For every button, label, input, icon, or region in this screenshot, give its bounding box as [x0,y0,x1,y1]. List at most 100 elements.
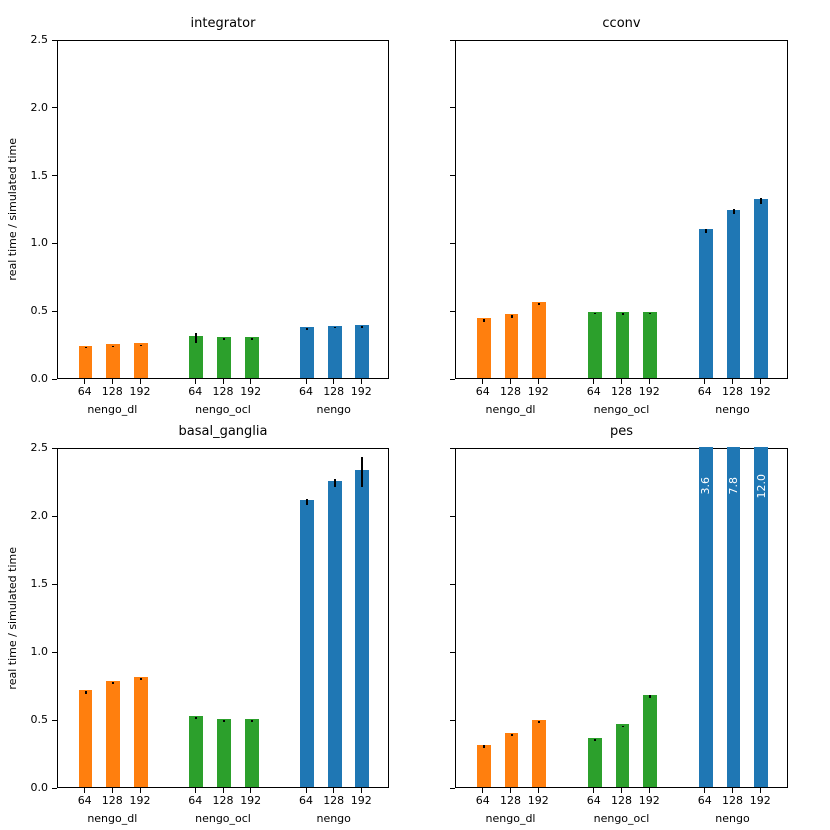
error-bar [649,312,652,315]
y-tick-mark [52,107,57,109]
x-tick-mark [648,379,650,384]
error-bar [195,717,198,720]
error-bar [593,312,596,315]
y-tick-label: 2.0 [30,509,49,522]
y-axis-label-text: real time / simulated time [5,546,19,690]
error-bar [306,328,308,331]
bar-pes-nengo_dl-128 [504,732,519,787]
x-tick-label: 128 [101,794,123,807]
bar-basal_ganglia-nengo_dl-128 [106,680,121,787]
x-tick-label: 64 [697,794,712,807]
x-tick-mark [621,788,622,793]
y-tick-mark [450,310,455,312]
x-tick-mark [250,379,252,384]
x-group-label-nengo_ocl: nengo_ocl [593,812,650,825]
subplot-pes: pes 3.6 7.8 12.0 64 128 192 nengo_dl 64 128 192 nen… [450,424,788,825]
error-bar [250,720,253,722]
x-tick-label: 128 [323,794,345,807]
x-group-label-nengo_dl: nengo_dl [87,812,138,825]
bar-value-label-box: 12.0 [752,461,770,511]
y-tick-label: 0.5 [30,713,49,726]
x-tick-label: 128 [722,385,743,398]
error-bar [333,327,336,329]
y-tick-mark [52,719,57,721]
error-bar [112,345,115,347]
x-tick-label: 128 [101,385,123,398]
chart-title-pes: pes [609,424,634,439]
y-axis-label: real time / simulated time [4,40,20,379]
y-tick-mark [450,719,455,721]
y-tick-label: 1.5 [30,577,49,590]
error-bar [112,682,115,684]
error-bar [84,346,87,349]
error-bar [361,326,364,328]
x-tick-label: 64 [475,794,490,807]
x-tick-label: 128 [323,385,345,398]
error-bar [195,333,198,343]
x-tick-label: 192 [350,794,372,807]
y-tick-mark [52,651,57,653]
error-bar [306,499,308,505]
x-tick-mark [759,379,761,384]
x-tick-mark [482,788,484,793]
bar-cconv-nengo-128 [726,209,741,378]
x-tick-mark [648,788,650,793]
y-tick-mark [52,447,57,449]
bar-pes-nengo-64 [698,447,713,787]
y-tick-mark [52,787,57,789]
y-tick-mark [450,175,455,177]
y-tick-mark [450,583,455,585]
x-tick-mark [704,788,706,793]
y-axis-label-text: real time / simulated time [5,138,19,281]
bar-cconv-nengo-192 [754,199,769,378]
y-tick-label: 1.0 [30,645,49,658]
x-tick-mark [510,788,511,793]
x-tick-label: 64 [299,385,313,398]
x-group-label-nengo: nengo [715,812,750,825]
bar-basal_ganglia-nengo_dl-192 [134,676,148,787]
x-tick-label: 192 [527,385,549,398]
bar-basal_ganglia-nengo-128 [327,481,342,787]
y-tick-label: 0.5 [30,304,49,318]
x-tick-label: 128 [611,794,632,807]
x-tick-label: 128 [212,385,234,398]
x-group-label-nengo: nengo [715,403,750,416]
error-bar [250,338,253,341]
subplot-integrator: integrator 0.0 0.5 1.0 1.5 2.0 2.5 real time / … [6,16,389,416]
x-group-label-nengo_dl: nengo_dl [485,403,536,416]
x-tick-mark [593,379,595,384]
error-bar [593,739,596,741]
x-tick-label: 64 [586,385,601,398]
bar-cconv-nengo_dl-64 [476,318,491,378]
error-bar [84,690,87,695]
x-tick-mark [360,379,362,384]
x-tick-label: 192 [638,385,660,398]
bar-pes-nengo_ocl-192 [643,694,658,787]
error-bar [732,209,735,215]
y-tick-mark [450,39,455,41]
y-tick-mark [450,107,455,109]
x-tick-label: 128 [500,794,521,807]
bar-pes-nengo-192 [754,447,769,787]
error-bar [621,312,624,315]
x-tick-label: 64 [77,794,92,807]
y-tick-mark [52,242,57,244]
x-tick-mark [593,788,595,793]
x-tick-mark [84,788,86,793]
y-tick-label: 1.5 [30,168,49,182]
x-tick-label: 192 [240,794,262,807]
bar-value-label: 7.8 [727,477,740,495]
x-tick-label: 128 [500,385,521,398]
bar-pes-nengo_ocl-64 [587,738,602,787]
bar-value-label: 12.0 [754,473,768,499]
x-tick-mark [759,788,761,793]
x-tick-mark [510,379,511,384]
x-group-label-nengo_ocl: nengo_ocl [195,812,251,825]
error-bar [223,338,225,341]
bar-value-label-box: 7.8 [725,461,743,511]
x-tick-label: 192 [240,385,262,398]
x-tick-mark [84,379,86,384]
error-bar [140,678,142,680]
x-tick-label: 192 [129,794,151,807]
x-tick-label: 128 [611,385,632,398]
